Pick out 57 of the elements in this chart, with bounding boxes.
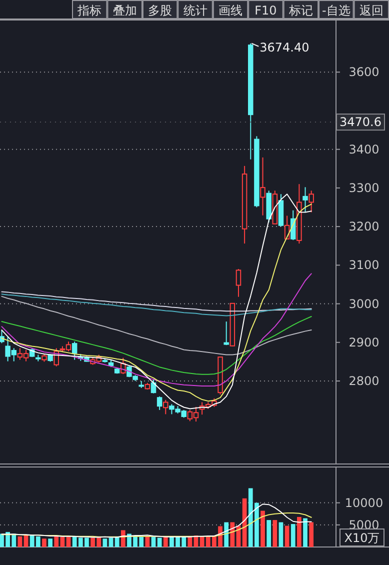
bar <box>102 538 108 547</box>
bar <box>278 522 284 547</box>
candlestick <box>254 136 260 208</box>
bar <box>48 538 52 547</box>
bar <box>145 536 150 547</box>
bar <box>266 520 272 547</box>
bar <box>24 536 28 547</box>
text: -自选 <box>322 4 350 18</box>
line-series <box>1 291 312 312</box>
bar <box>224 522 229 547</box>
y-tick-label: 3200 <box>348 220 380 234</box>
bar <box>290 524 296 547</box>
bar <box>230 522 235 547</box>
y-tick-label: 10000 <box>344 496 384 510</box>
bar <box>303 518 308 547</box>
text: 标记 <box>288 4 313 18</box>
text: 画线 <box>218 4 242 18</box>
text: F10 <box>254 4 277 18</box>
candlestick <box>260 156 266 216</box>
y-tick-label: 3000 <box>348 296 380 311</box>
bar <box>163 536 168 547</box>
line-series <box>1 296 312 356</box>
bar <box>42 538 46 547</box>
bar <box>108 538 114 547</box>
text: 统计 <box>183 4 208 18</box>
bar <box>151 536 156 547</box>
text: 返回 <box>359 4 384 18</box>
candlestick <box>242 165 248 244</box>
bar <box>272 520 278 547</box>
ref-line-label: 3470.6 <box>340 115 382 130</box>
bar <box>260 510 265 547</box>
y-tick-label: 2800 <box>348 374 380 388</box>
candlestick <box>302 186 308 213</box>
line-series <box>1 294 312 316</box>
text: 多股 <box>148 4 172 18</box>
y-tick-label: 3100 <box>348 258 380 272</box>
text: 叠加 <box>112 4 137 18</box>
bar <box>309 522 314 547</box>
bar <box>284 526 290 547</box>
text: X10万 <box>344 531 380 545</box>
y-tick-label: 2900 <box>348 335 380 350</box>
text: 指标 <box>76 4 102 18</box>
bar <box>114 536 120 547</box>
y-tick-label: 3600 <box>348 65 380 80</box>
bar <box>54 536 59 547</box>
annotation: 3674.40 <box>260 40 310 54</box>
y-tick-label: 3400 <box>348 142 380 156</box>
bar <box>157 538 162 547</box>
bar <box>66 536 71 547</box>
line-series <box>1 273 312 387</box>
y-tick-label: 3300 <box>348 180 380 195</box>
bar <box>18 536 22 547</box>
line-series <box>1 504 312 538</box>
bar <box>60 536 65 547</box>
line-series <box>1 316 312 375</box>
bar <box>188 536 192 547</box>
bar <box>297 516 302 547</box>
